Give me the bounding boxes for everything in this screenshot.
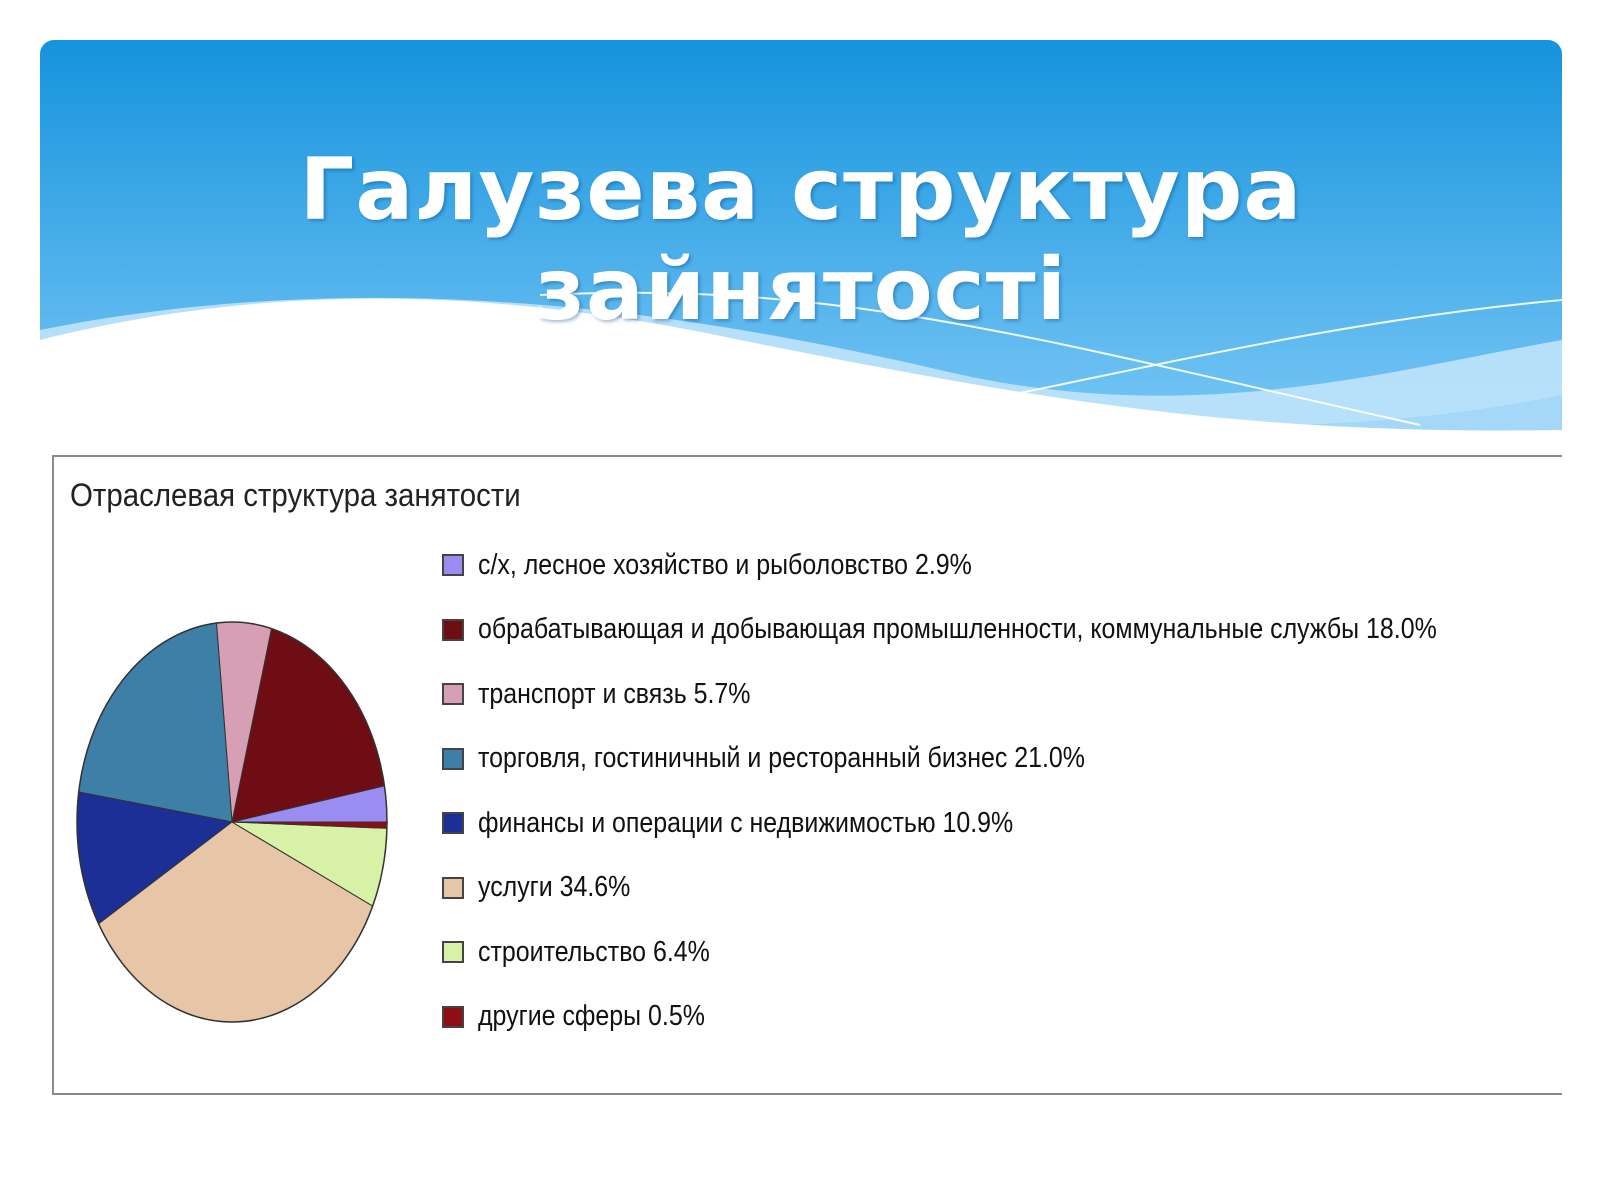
chart-title: Отраслевая структура занятости [70, 477, 521, 513]
legend-item: услуги 34.6% [442, 868, 655, 908]
legend-label: с/х, лесное хозяйство и рыболовство 2.9% [478, 548, 972, 581]
pie-slice [78, 622, 233, 823]
legend-label: финансы и операции с недвижимостью 10.9% [478, 806, 1014, 839]
chart-panel: Отраслевая структура занятости с/х, лесн… [52, 455, 1562, 1095]
header-wave-background [40, 40, 1562, 460]
pie-chart [76, 621, 388, 1023]
legend-label: другие сферы 0.5% [478, 1000, 705, 1032]
legend-swatch [442, 876, 464, 899]
legend-item: с/х, лесное хозяйство и рыболовство 2.9% [442, 545, 1052, 585]
legend-label: обрабатывающая и добывающая промышленнос… [478, 613, 1437, 645]
legend-swatch [442, 618, 464, 641]
legend-item: торговля, гостиничный и ресторанный бизн… [442, 739, 1184, 779]
legend-label: строительство 6.4% [478, 935, 710, 968]
pie-outline [76, 621, 388, 1023]
legend-item: другие сферы 0.5% [442, 997, 742, 1037]
legend-label: транспорт и связь 5.7% [478, 677, 751, 710]
legend-swatch [442, 747, 464, 770]
legend-label: услуги 34.6% [478, 871, 631, 903]
slide-header: Галузева структура зайнятості [40, 40, 1562, 460]
slide-title: Галузева структура зайнятості [299, 140, 1303, 340]
legend-swatch [442, 812, 464, 834]
legend-item: строительство 6.4% [442, 932, 748, 972]
legend-swatch [442, 554, 464, 576]
legend-swatch [442, 683, 464, 705]
legend-label: торговля, гостиничный и ресторанный бизн… [478, 742, 1085, 774]
legend-item: транспорт и связь 5.7% [442, 674, 795, 714]
legend-swatch [442, 941, 464, 963]
legend-swatch [442, 1005, 464, 1028]
legend-item: обрабатывающая и добывающая промышленнос… [442, 610, 1593, 650]
legend-item: финансы и операции с недвижимостью 10.9% [442, 803, 1100, 843]
